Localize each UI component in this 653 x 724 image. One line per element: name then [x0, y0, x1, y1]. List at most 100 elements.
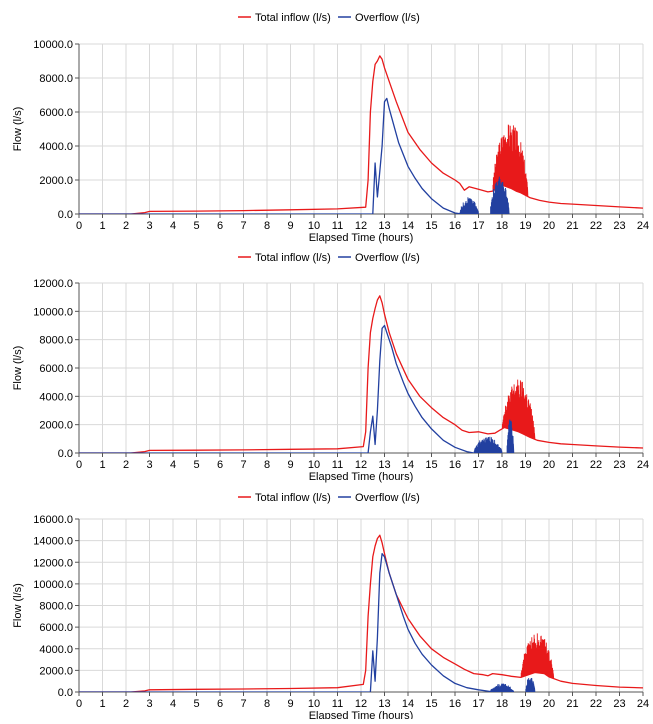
x-tick-label: 9 [287, 459, 293, 471]
x-tick-label: 11 [332, 459, 343, 471]
y-tick-label: 4000.0 [39, 644, 73, 656]
x-tick-label: 22 [590, 220, 602, 232]
x-axis-title: Elapsed Time (hours) [309, 232, 414, 244]
x-tick-label: 14 [402, 459, 414, 471]
x-tick-label: 11 [332, 698, 343, 710]
x-tick-label: 24 [637, 220, 649, 232]
y-tick-label: 6000.0 [39, 363, 73, 375]
chart-legend: Total inflow (l/s) Overflow (l/s) [238, 252, 420, 264]
y-axis-title: Flow (l/s) [12, 583, 24, 628]
legend-label-1: Total inflow (l/s) [255, 12, 331, 24]
x-tick-label: 13 [378, 220, 390, 232]
y-tick-label: 12000.0 [33, 557, 73, 569]
x-tick-label: 6 [217, 698, 223, 710]
x-tick-label: 19 [519, 220, 531, 232]
x-tick-label: 24 [637, 698, 649, 710]
x-tick-label: 20 [543, 220, 555, 232]
x-tick-label: 2 [123, 459, 129, 471]
x-tick-label: 4 [170, 459, 176, 471]
legend-label-1: Total inflow (l/s) [255, 252, 331, 264]
x-axis-title: Elapsed Time (hours) [309, 710, 414, 719]
chart-legend: Total inflow (l/s) Overflow (l/s) [238, 492, 420, 504]
x-tick-label: 13 [378, 459, 390, 471]
x-tick-label: 14 [402, 220, 414, 232]
series-spikes-1 [501, 379, 536, 440]
x-tick-label: 17 [472, 459, 484, 471]
x-tick-label: 3 [146, 698, 152, 710]
legend-label-1: Total inflow (l/s) [255, 492, 331, 504]
series-line-2 [79, 97, 463, 214]
x-tick-label: 3 [146, 459, 152, 471]
x-tick-label: 14 [402, 698, 414, 710]
x-tick-label: 16 [449, 220, 461, 232]
plot-area [79, 55, 643, 214]
y-axis-title: Flow (l/s) [12, 107, 24, 152]
x-tick-label: 20 [543, 698, 555, 710]
x-tick-label: 7 [240, 459, 246, 471]
x-tick-label: 6 [217, 220, 223, 232]
x-tick-label: 16 [449, 459, 461, 471]
x-tick-label: 4 [170, 220, 176, 232]
plot-area [79, 295, 643, 453]
x-axis-title: Elapsed Time (hours) [309, 471, 414, 483]
x-tick-label: 10 [308, 698, 320, 710]
x-tick-label: 2 [123, 698, 129, 710]
y-axis-title: Flow (l/s) [12, 346, 24, 391]
x-tick-label: 18 [496, 459, 508, 471]
x-tick-label: 11 [332, 220, 343, 232]
x-tick-label: 17 [472, 220, 484, 232]
x-tick-label: 9 [287, 220, 293, 232]
x-tick-label: 10 [308, 459, 320, 471]
series-line-2 [79, 324, 474, 453]
y-tick-label: 14000.0 [33, 536, 73, 548]
x-tick-label: 8 [264, 698, 270, 710]
y-tick-label: 10000.0 [33, 306, 73, 318]
x-tick-label: 8 [264, 459, 270, 471]
chart-panel-2: Total inflow (l/s) Overflow (l/s)0 1 2 3 4 5 6 7… [12, 252, 649, 483]
x-tick-label: 21 [566, 698, 578, 710]
x-tick-label: 20 [543, 459, 555, 471]
x-tick-label: 8 [264, 220, 270, 232]
x-tick-label: 0 [76, 459, 82, 471]
chart-panel-1: Total inflow (l/s) Overflow (l/s)0 1 2 3 4 5 6 7… [12, 12, 649, 244]
x-tick-label: 15 [425, 220, 437, 232]
x-tick-label: 0 [76, 220, 82, 232]
y-tick-label: 8000.0 [39, 335, 73, 347]
x-tick-label: 17 [472, 698, 484, 710]
y-tick-label: 8000.0 [39, 601, 73, 613]
series-spikes-1 [492, 124, 529, 197]
series-line-1 [79, 55, 643, 214]
y-tick-label: 16000.0 [33, 514, 73, 526]
y-tick-label: 6000.0 [39, 107, 73, 119]
x-tick-label: 15 [425, 459, 437, 471]
series-spikes-2 [525, 677, 536, 692]
y-tick-label: 6000.0 [39, 622, 73, 634]
plot-area [79, 534, 643, 692]
x-tick-label: 23 [613, 698, 625, 710]
series-spikes-2 [459, 197, 479, 214]
x-tick-label: 10 [308, 220, 320, 232]
x-tick-label: 21 [566, 459, 578, 471]
x-tick-label: 19 [519, 459, 531, 471]
x-tick-label: 1 [99, 698, 105, 710]
x-tick-label: 5 [193, 459, 199, 471]
chart-panel-3: Total inflow (l/s) Overflow (l/s)0 1 2 3 4 5 6 7… [12, 492, 649, 722]
x-tick-label: 13 [378, 698, 390, 710]
y-tick-label: 0.0 [58, 687, 73, 699]
y-tick-label: 2000.0 [39, 665, 73, 677]
x-tick-label: 7 [240, 220, 246, 232]
x-tick-label: 18 [496, 220, 508, 232]
y-tick-label: 0.0 [58, 209, 73, 221]
x-tick-label: 22 [590, 698, 602, 710]
x-tick-label: 0 [76, 698, 82, 710]
y-tick-label: 0.0 [58, 448, 73, 460]
x-tick-label: 23 [613, 459, 625, 471]
series-spikes-1 [520, 633, 555, 679]
y-tick-label: 2000.0 [39, 175, 73, 187]
x-tick-label: 12 [355, 459, 367, 471]
legend-label-2: Overflow (l/s) [355, 252, 420, 264]
chart-legend: Total inflow (l/s) Overflow (l/s) [238, 12, 420, 24]
x-tick-label: 22 [590, 459, 602, 471]
